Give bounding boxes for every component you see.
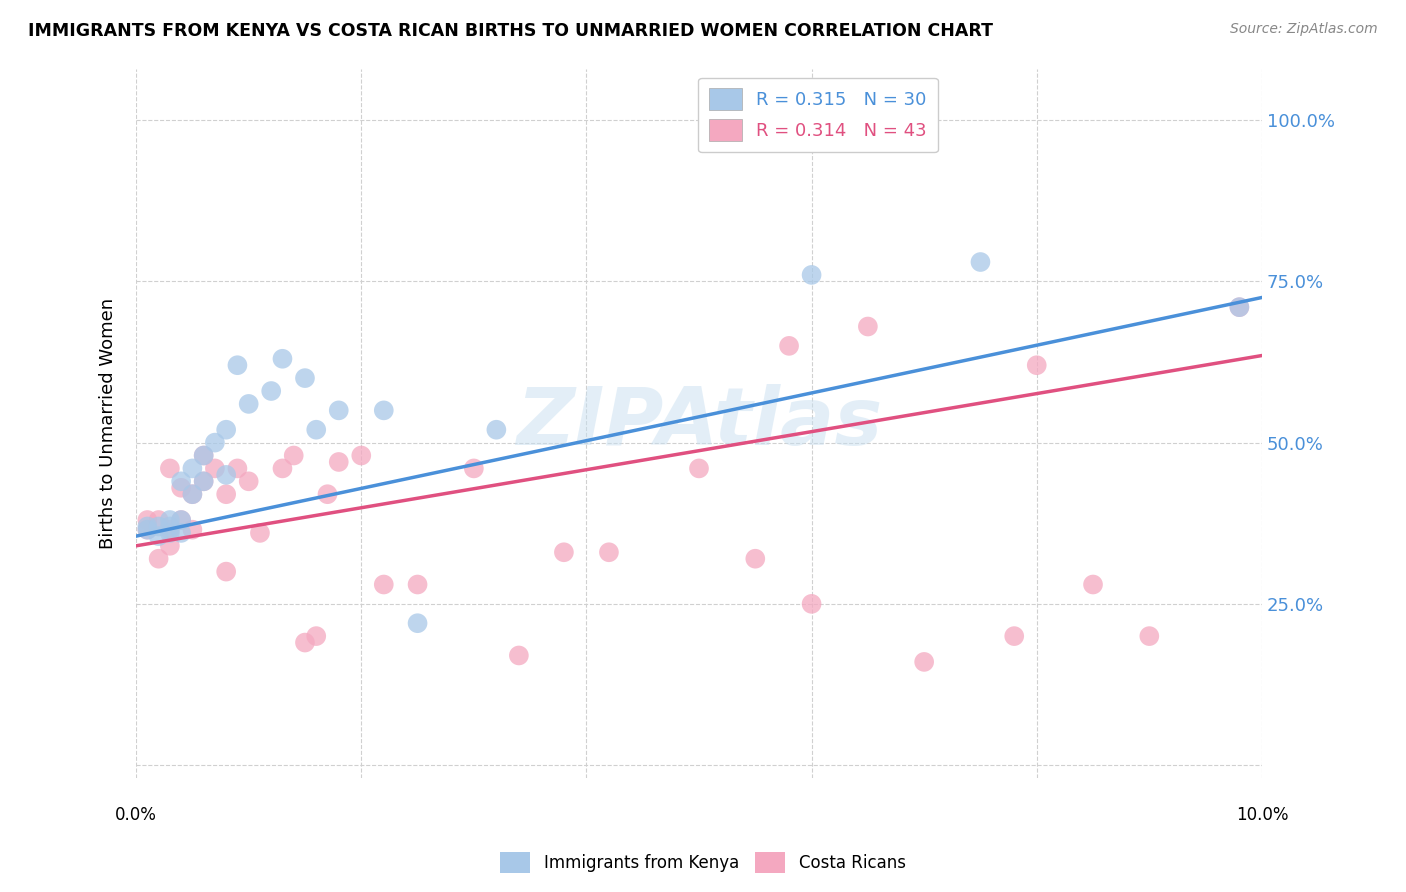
Point: [1137, 629, 1160, 643]
Point: [181, 523, 204, 537]
Point: [159, 519, 181, 533]
Point: [181, 487, 204, 501]
Point: [159, 523, 181, 537]
Point: [316, 487, 339, 501]
Point: [283, 449, 305, 463]
Point: [204, 461, 226, 475]
Point: [148, 529, 170, 543]
Point: [912, 655, 935, 669]
Point: [406, 577, 429, 591]
Point: [136, 523, 159, 537]
Point: [193, 475, 215, 489]
Point: [508, 648, 530, 663]
Point: [969, 255, 991, 269]
Text: 10.0%: 10.0%: [1236, 806, 1288, 824]
Point: [226, 461, 249, 475]
Legend: R = 0.315   N = 30, R = 0.314   N = 43: R = 0.315 N = 30, R = 0.314 N = 43: [699, 78, 938, 153]
Legend: Immigrants from Kenya, Costa Ricans: Immigrants from Kenya, Costa Ricans: [494, 846, 912, 880]
Point: [1002, 629, 1025, 643]
Text: ZIPAtlas: ZIPAtlas: [516, 384, 882, 462]
Point: [350, 449, 373, 463]
Point: [193, 449, 215, 463]
Point: [170, 481, 193, 495]
Point: [463, 461, 485, 475]
Point: [328, 455, 350, 469]
Point: [170, 525, 193, 540]
Text: 0.0%: 0.0%: [115, 806, 157, 824]
Point: [136, 513, 159, 527]
Point: [148, 551, 170, 566]
Point: [159, 525, 181, 540]
Point: [193, 475, 215, 489]
Point: [1227, 300, 1250, 314]
Point: [1081, 577, 1104, 591]
Point: [170, 513, 193, 527]
Point: [688, 461, 710, 475]
Point: [181, 461, 204, 475]
Point: [778, 339, 800, 353]
Point: [170, 513, 193, 527]
Point: [159, 461, 181, 475]
Point: [328, 403, 350, 417]
Point: [215, 565, 238, 579]
Point: [406, 616, 429, 631]
Point: [800, 597, 823, 611]
Point: [148, 513, 170, 527]
Point: [136, 523, 159, 537]
Point: [204, 435, 226, 450]
Point: [1227, 300, 1250, 314]
Point: [373, 577, 395, 591]
Point: [271, 351, 294, 366]
Text: Source: ZipAtlas.com: Source: ZipAtlas.com: [1230, 22, 1378, 37]
Point: [271, 461, 294, 475]
Point: [215, 487, 238, 501]
Point: [373, 403, 395, 417]
Point: [305, 629, 328, 643]
Point: [800, 268, 823, 282]
Point: [294, 371, 316, 385]
Y-axis label: Births to Unmarried Women: Births to Unmarried Women: [100, 298, 117, 549]
Point: [238, 397, 260, 411]
Point: [215, 467, 238, 482]
Point: [744, 551, 766, 566]
Point: [159, 539, 181, 553]
Point: [485, 423, 508, 437]
Point: [136, 519, 159, 533]
Point: [294, 635, 316, 649]
Point: [260, 384, 283, 398]
Point: [215, 423, 238, 437]
Point: [238, 475, 260, 489]
Text: IMMIGRANTS FROM KENYA VS COSTA RICAN BIRTHS TO UNMARRIED WOMEN CORRELATION CHART: IMMIGRANTS FROM KENYA VS COSTA RICAN BIR…: [28, 22, 993, 40]
Point: [249, 525, 271, 540]
Point: [598, 545, 620, 559]
Point: [193, 449, 215, 463]
Point: [159, 513, 181, 527]
Point: [170, 475, 193, 489]
Point: [148, 519, 170, 533]
Point: [181, 487, 204, 501]
Point: [1025, 358, 1047, 372]
Point: [553, 545, 575, 559]
Point: [226, 358, 249, 372]
Point: [305, 423, 328, 437]
Point: [856, 319, 879, 334]
